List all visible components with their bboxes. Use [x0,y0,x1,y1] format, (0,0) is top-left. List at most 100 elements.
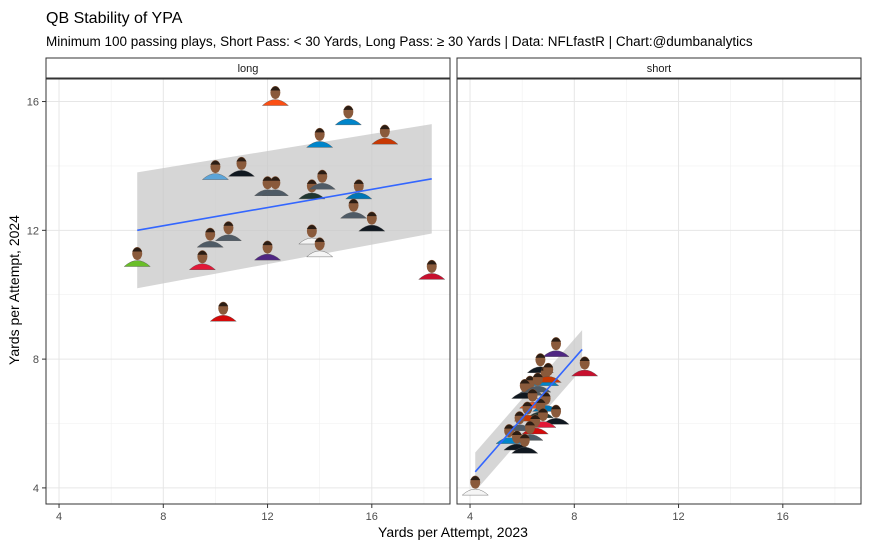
player-headshot-marker [214,221,242,241]
jersey-shape [418,273,446,280]
panel-border [456,78,862,505]
player-headshot-marker [261,176,289,196]
hair-shape [348,199,359,204]
jersey-shape [306,250,334,258]
player-headshot-marker [461,475,489,496]
x-tick-label: 12 [261,511,273,523]
hair-shape [522,402,533,407]
hair-shape [551,405,562,410]
player-headshot-marker [227,156,255,177]
player-headshot-marker [308,169,336,190]
trend-line [474,348,583,473]
player-headshot-marker [418,259,446,280]
jersey-shape [261,99,289,106]
player-headshot-marker [542,337,570,357]
hair-shape [426,260,437,265]
hair-shape [262,241,273,246]
player-headshot-marker [542,404,570,425]
jersey-shape [345,192,373,200]
hair-shape [317,170,328,175]
hair-shape [210,160,221,165]
jersey-shape [261,189,289,196]
hair-shape [205,228,216,233]
hair-shape [314,237,325,242]
hair-shape [543,363,554,368]
hair-shape [519,434,530,439]
jersey-shape [298,192,326,200]
player-headshot-marker [306,127,334,148]
player-headshot-marker [306,237,334,258]
hair-shape [306,179,317,184]
jersey-shape [461,488,489,496]
hair-shape [236,157,247,162]
hair-shape [197,250,208,255]
hair-shape [519,379,530,384]
hair-shape [314,128,325,133]
hair-shape [579,356,590,361]
hair-shape [270,176,281,181]
x-tick-label: 8 [160,511,166,523]
x-tick-label: 12 [672,511,684,523]
hair-shape [524,376,535,381]
chart-title: QB Stability of YPA [46,10,183,27]
facet-panel-long: long 4 8 12 16 4 8 12 16 [27,57,451,523]
player-headshot-marker [201,160,229,180]
hair-shape [343,105,354,110]
jersey-shape [209,315,237,322]
hair-shape [535,353,546,358]
hair-shape [514,411,525,416]
hair-shape [366,212,377,217]
hair-shape [379,125,390,130]
hair-shape [527,389,538,394]
facet-panels: long 4 8 12 16 4 8 12 16 short 4 8 12 16 [27,57,862,523]
jersey-shape [371,137,399,145]
jersey-shape [308,183,336,190]
jersey-shape [542,350,570,357]
hair-shape [470,476,481,481]
jersey-shape [188,263,216,270]
player-headshot-marker [209,301,237,322]
player-headshot-marker [340,198,368,219]
x-tick-label: 16 [777,511,789,523]
jersey-shape [306,141,334,148]
facet-panel-short: short 4 8 12 16 [456,57,862,523]
jersey-shape [227,170,255,177]
player-headshot-marker [123,247,151,267]
y-tick-label: 12 [27,225,39,237]
trend-line [137,178,432,232]
player-headshot-marker [188,250,216,270]
facet-strip [456,57,862,79]
jersey-shape [334,118,362,126]
hair-shape [532,373,543,378]
chart-subtitle: Minimum 100 passing plays, Short Pass: <… [46,34,753,49]
jersey-shape [123,260,151,267]
x-tick-label: 4 [467,511,473,523]
x-axis-title: Yards per Attempt, 2023 [378,524,528,540]
hair-shape [538,408,549,413]
y-tick-label: 16 [27,97,39,109]
jersey-shape [214,234,242,241]
hair-shape [218,302,229,307]
jersey-shape [340,212,368,219]
hair-shape [223,221,234,226]
y-tick-label: 8 [33,354,39,366]
hair-shape [132,247,143,252]
hair-shape [551,337,562,342]
hair-shape [270,86,281,91]
player-headshot-marker [196,227,224,248]
hair-shape [504,424,515,429]
hair-shape [524,421,535,426]
panel-border [45,78,451,505]
player-headshot-marker [358,211,386,232]
hair-shape [306,224,317,229]
player-headshot-marker [345,179,373,200]
hair-shape [530,414,541,419]
jersey-shape [358,224,386,232]
jersey-shape [254,253,282,261]
facet-strip-label: long [238,63,259,75]
player-headshot-marker [571,356,599,377]
jersey-shape [511,447,539,454]
x-tick-label: 8 [571,511,577,523]
y-axis-title: Yards per Attempt, 2024 [6,215,22,365]
